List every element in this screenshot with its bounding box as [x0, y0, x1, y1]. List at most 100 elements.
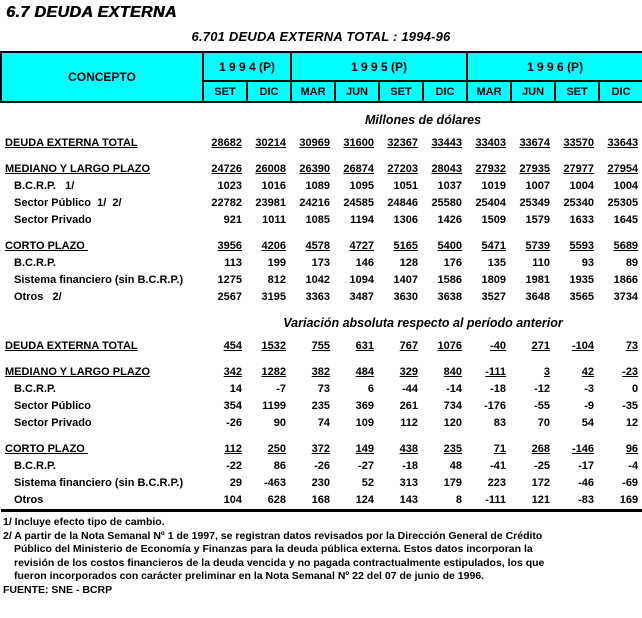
value-cell: 143 [399, 494, 418, 506]
footnote-line: 2/ A partir de la Nota Semanal Nº 1 de 1… [3, 529, 543, 542]
external-debt-table: CONCEPTO 1 9 9 4 (P) 1 9 9 5 (P) 1 9 9 6… [0, 51, 642, 512]
page-title: 6.7 DEUDA EXTERNA [6, 4, 177, 21]
year-header-1995: 1 9 9 5 (P) [289, 51, 469, 82]
value-cell: 3565 [569, 291, 595, 303]
value-cell: 631 [355, 340, 374, 352]
value-cell: -23 [622, 366, 639, 378]
value-cell: 4727 [349, 240, 374, 252]
value-cell: 8 [455, 494, 463, 506]
value-cell: 1981 [525, 274, 551, 286]
value-cell: 24846 [387, 197, 418, 209]
value-cell: 223 [487, 477, 507, 489]
value-cell: -111 [485, 366, 507, 378]
value-cell: 86 [273, 460, 286, 472]
value-cell: 734 [443, 400, 463, 412]
value-cell: 755 [311, 340, 330, 352]
value-cell: -22 [226, 460, 242, 472]
value-cell: 179 [443, 477, 463, 489]
value-cell: 33570 [563, 137, 595, 149]
value-cell: 1633 [569, 214, 595, 226]
value-cell: -46 [578, 477, 595, 489]
value-cell: -463 [263, 477, 286, 489]
spacer-cell [1, 355, 642, 364]
value-cell: 73 [625, 340, 639, 352]
value-cell: 767 [399, 340, 418, 352]
section-caption-cell: Millones de dólares [1, 102, 642, 135]
footnote-line: revisión de los costos financieros de la… [14, 556, 545, 569]
section-caption: Millones de dólares [365, 113, 482, 127]
value-cell: -41 [490, 460, 507, 472]
value-cell: 14 [229, 383, 242, 395]
value-cell: 5471 [481, 240, 507, 252]
table-row: Sector Privado -26 90 74 109 112 120 83 70 54 12 [1, 415, 642, 432]
value-cell: 24726 [211, 163, 242, 175]
year-header-1996: 1 9 9 6 (P) [466, 51, 642, 82]
value-cell: 484 [355, 366, 374, 378]
value-cell: 261 [399, 400, 418, 412]
spacer-row [1, 432, 642, 441]
table-body: Millones de dólares DEUDA EXTERNA TOTAL 28… [1, 102, 642, 511]
value-cell: 1085 [305, 214, 330, 226]
value-cell: 1935 [569, 274, 595, 286]
value-cell: 382 [311, 366, 330, 378]
row-label: CORTO PLAZO [5, 443, 88, 455]
value-cell: 83 [493, 417, 507, 429]
value-cell: -26 [314, 460, 330, 472]
value-cell: -25 [534, 460, 551, 472]
value-cell: 73 [317, 383, 330, 395]
value-cell: 235 [311, 400, 330, 412]
value-cell: 32367 [387, 137, 418, 149]
value-cell: 3956 [217, 240, 242, 252]
row-label: CORTO PLAZO [5, 240, 88, 252]
section-caption-row: Millones de dólares [1, 102, 642, 135]
value-cell: 1076 [437, 340, 463, 352]
value-cell: 1004 [569, 180, 595, 192]
value-cell: 0 [631, 383, 639, 395]
value-cell: 25580 [431, 197, 463, 209]
value-cell: 4206 [261, 240, 286, 252]
value-cell: 1019 [481, 180, 507, 192]
value-cell: 1645 [613, 214, 639, 226]
value-cell: 2567 [217, 291, 242, 303]
spacer-cell [1, 432, 642, 441]
value-cell: 1426 [437, 214, 463, 226]
value-cell: 313 [399, 477, 418, 489]
value-cell: 329 [399, 366, 418, 378]
value-cell: 121 [531, 494, 551, 506]
value-cell: -176 [484, 400, 507, 412]
value-cell: 1275 [217, 274, 242, 286]
value-cell: 1094 [349, 274, 374, 286]
value-cell: 1007 [525, 180, 551, 192]
value-cell: -17 [578, 460, 595, 472]
value-cell: 104 [223, 494, 242, 506]
value-cell: -3 [584, 383, 595, 395]
value-cell: 921 [223, 214, 242, 226]
value-cell: 354 [223, 400, 242, 412]
value-cell: -7 [276, 383, 286, 395]
value-cell: 169 [619, 494, 639, 506]
value-cell: 109 [355, 417, 374, 429]
row-label: MEDIANO Y LARGO PLAZO [5, 163, 151, 175]
value-cell: 3527 [481, 291, 507, 303]
footnotes: 1/ Incluye efecto tipo de cambio. 2/ A p… [0, 516, 642, 597]
value-cell: 24216 [299, 197, 330, 209]
month-header: DIC [421, 80, 469, 103]
table-row: DEUDA EXTERNA TOTAL 454 1532 755 631 767 1076 -… [1, 338, 642, 355]
value-cell: 128 [399, 257, 418, 269]
value-cell: 30214 [255, 137, 286, 149]
value-cell: 168 [311, 494, 330, 506]
value-cell: 74 [317, 417, 330, 429]
value-cell: 1037 [437, 180, 463, 192]
value-cell: 1866 [613, 274, 639, 286]
month-header: MAR [466, 80, 513, 103]
value-cell: 52 [361, 477, 374, 489]
value-cell: -44 [402, 383, 418, 395]
value-cell: -111 [485, 494, 507, 506]
row-label: B.C.R.P. [14, 257, 56, 269]
table-header: CONCEPTO 1 9 9 4 (P) 1 9 9 5 (P) 1 9 9 6… [0, 51, 642, 103]
page-subtitle: 6.701 DEUDA EXTERNA TOTAL : 1994-96 [191, 29, 451, 44]
value-cell: -146 [572, 443, 595, 455]
value-cell: -9 [584, 400, 595, 412]
value-cell: 3638 [437, 291, 463, 303]
table-row: CORTO PLAZO 3956 4206 4578 4727 5165 5400 5471… [1, 238, 642, 255]
